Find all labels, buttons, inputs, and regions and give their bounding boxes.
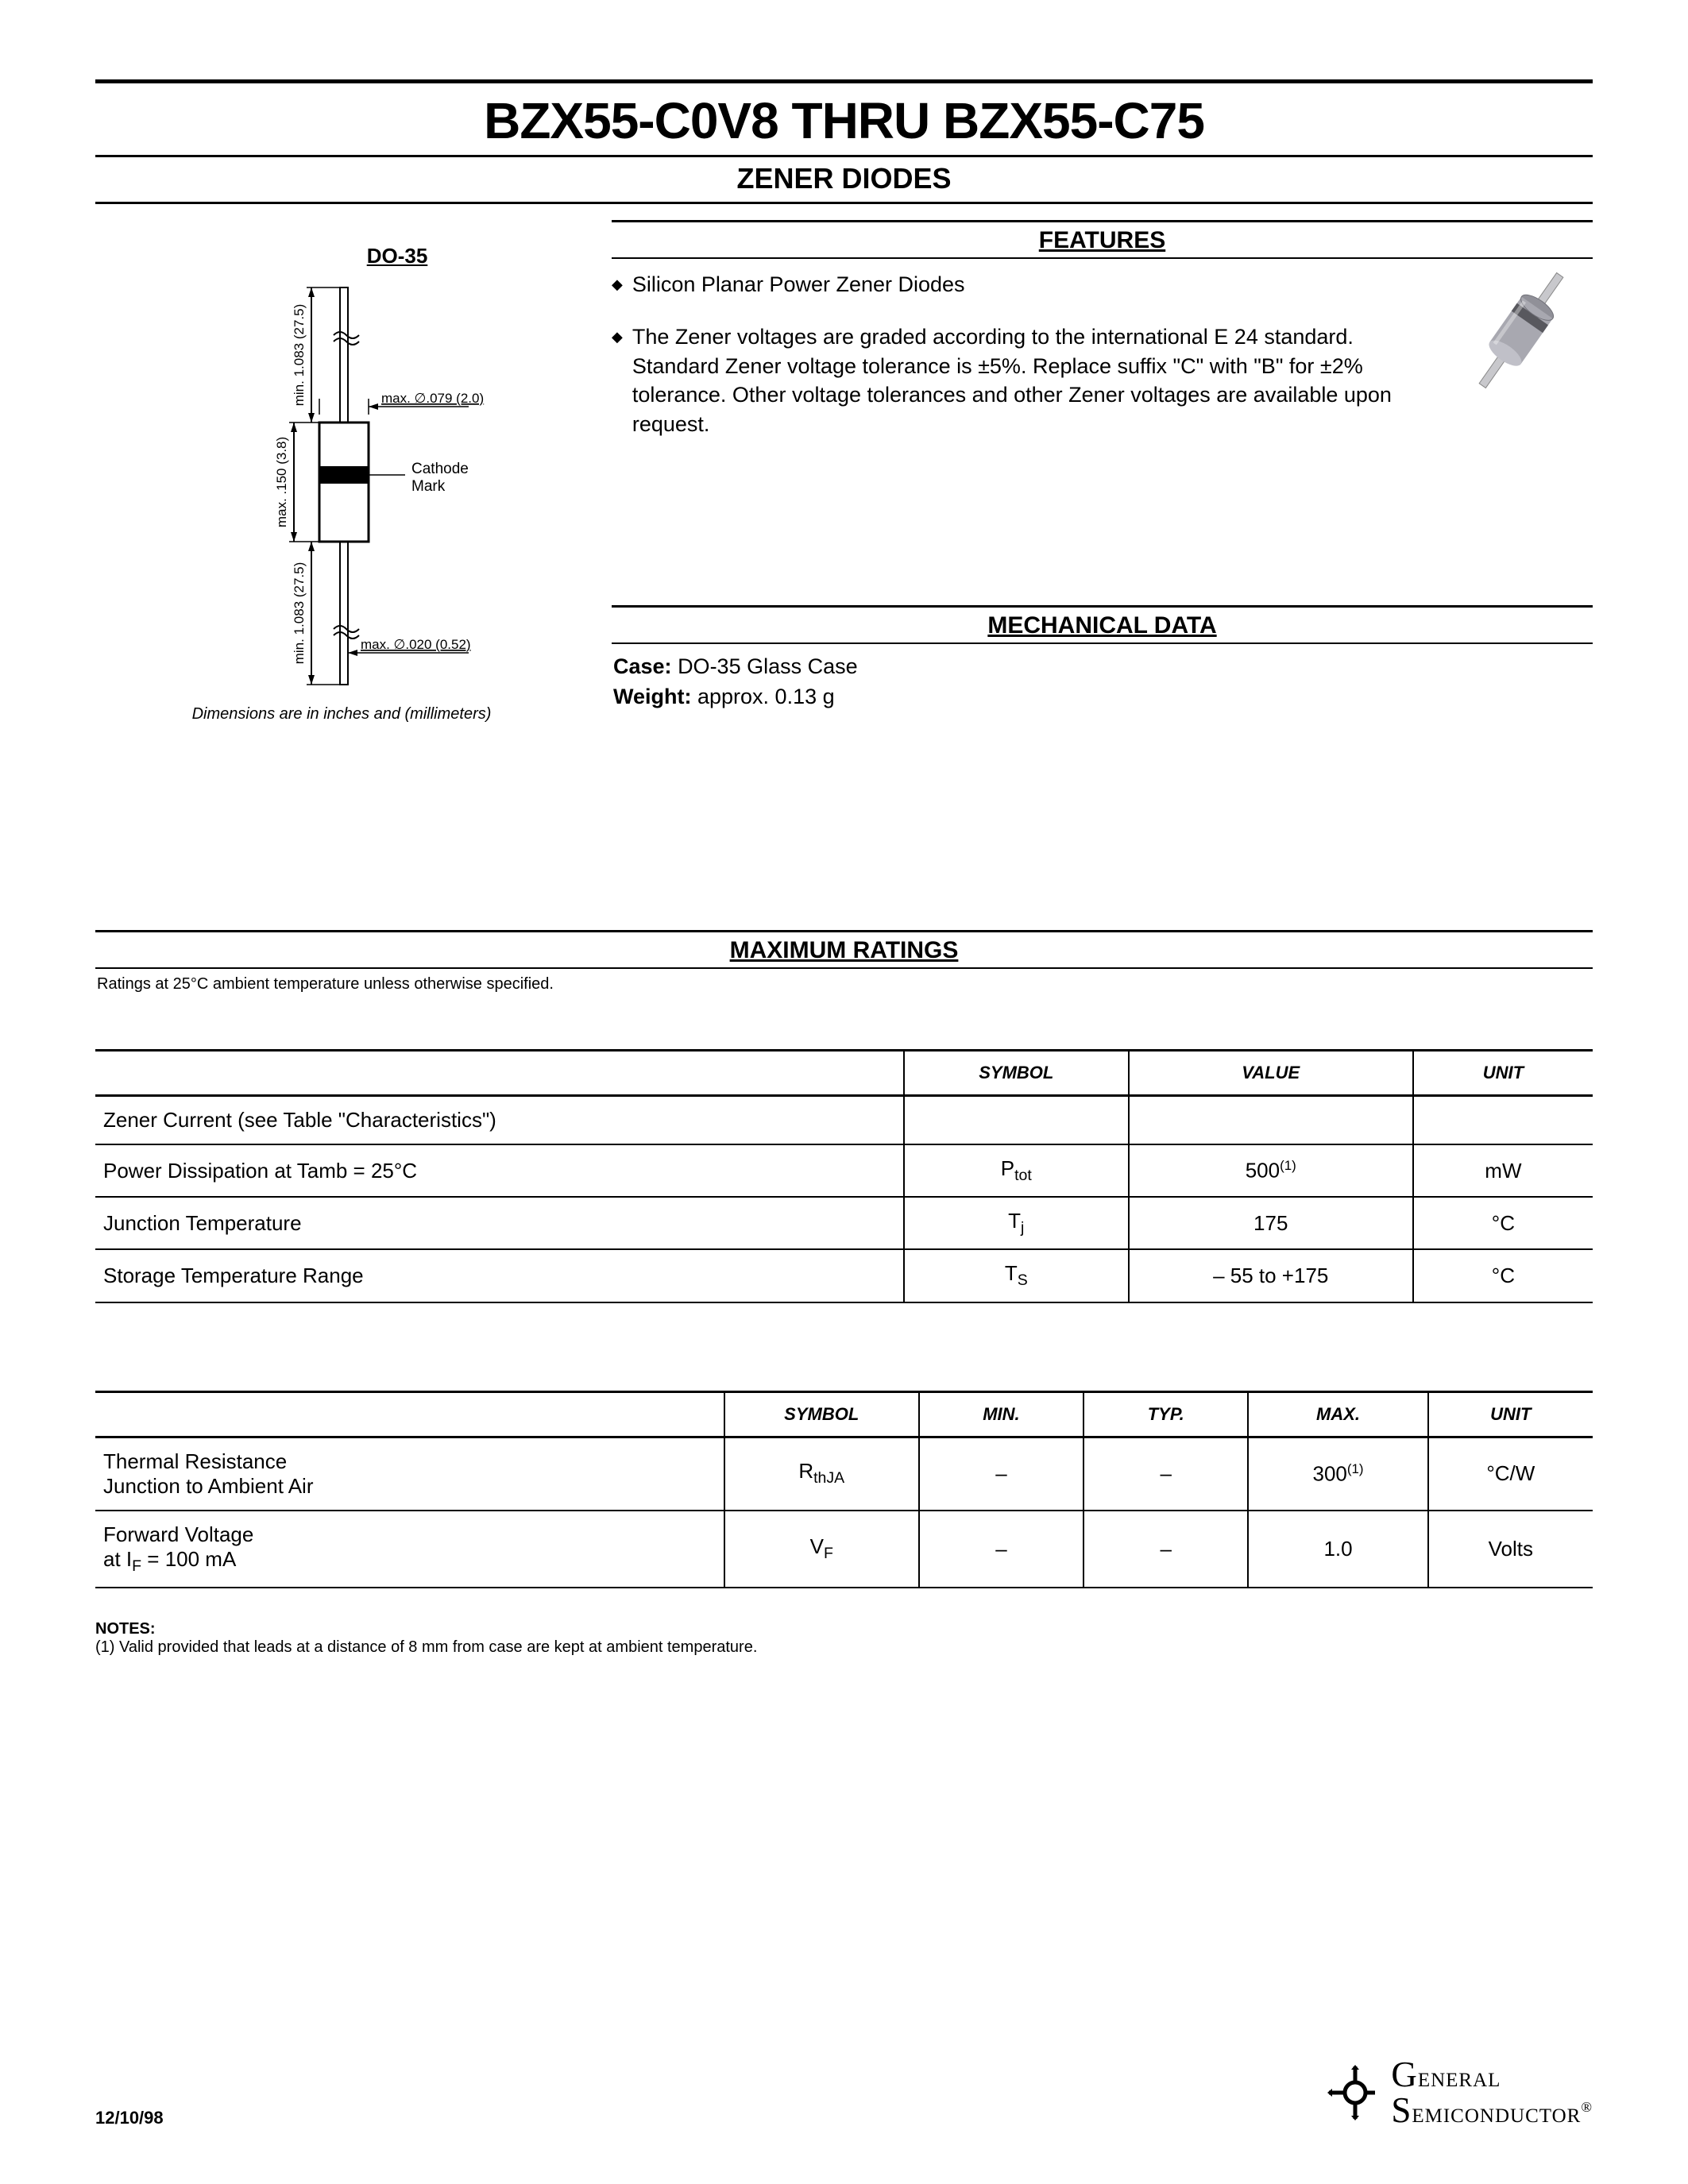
logo-icon [1327,2065,1383,2120]
col-value: VALUE [1129,1051,1413,1096]
cell-typ: – [1083,1437,1248,1511]
dim-body-len: max. .150 (3.8) [274,437,289,527]
cell-unit [1413,1096,1593,1145]
subtitle: ZENER DIODES [95,157,1593,202]
footer: 12/10/98 General Semiconductor® [95,2057,1593,2128]
bullet-icon: ◆ [612,275,623,299]
logo-text: General Semiconductor® [1391,2057,1593,2128]
cell-symbol: Ptot [904,1144,1129,1197]
cell-unit: °C [1413,1197,1593,1249]
table-row: Junction TemperatureTj175°C [95,1197,1593,1249]
cell-value: 500(1) [1129,1144,1413,1197]
cell-symbol: TS [904,1249,1129,1302]
weight-label: Weight: [613,685,691,708]
cell-value [1129,1096,1413,1145]
feature-text: Silicon Planar Power Zener Diodes [632,270,965,299]
rule-under-subtitle [95,202,1593,204]
ratings-note: Ratings at 25°C ambient temperature unle… [95,969,1593,994]
right-column: FEATURES ◆ Silicon Planar Power Zener Di… [612,220,1593,723]
cell-typ: – [1083,1511,1248,1588]
logo-line2: emiconductor [1412,2097,1581,2128]
cell-value: 175 [1129,1197,1413,1249]
dim-lead-bot: min. 1.083 (27.5) [292,562,307,665]
case-label: Case: [613,654,672,678]
footer-date: 12/10/98 [95,2108,164,2128]
cell-param: Junction Temperature [95,1197,904,1249]
cell-symbol: Tj [904,1197,1129,1249]
feature-item: ◆ The Zener voltages are graded accordin… [612,322,1434,438]
table-row: Forward Voltageat IF = 100 mAVF––1.0Volt… [95,1511,1593,1588]
feature-text: The Zener voltages are graded according … [632,322,1434,438]
cathode-mark-l1: Cathode [411,461,469,477]
company-logo: General Semiconductor® [1327,2057,1593,2128]
cell-param: Forward Voltageat IF = 100 mA [95,1511,724,1588]
cell-max: 300(1) [1248,1437,1427,1511]
features-heading: FEATURES [612,222,1593,257]
cell-symbol: VF [724,1511,919,1588]
notes-title: NOTES: [95,1620,1593,1638]
do35-column: DO-35 max. .150 (3.8) [95,220,588,723]
weight-value: approx. 0.13 g [697,685,835,708]
cell-value: – 55 to +175 [1129,1249,1413,1302]
cell-symbol: RthJA [724,1437,919,1511]
cell-min: – [919,1437,1083,1511]
cell-symbol [904,1096,1129,1145]
table-row: Storage Temperature RangeTS– 55 to +175°… [95,1249,1593,1302]
col-symbol: SYMBOL [904,1051,1129,1096]
cell-max: 1.0 [1248,1511,1427,1588]
logo-line1: eneral [1418,2061,1501,2093]
features-list: ◆ Silicon Planar Power Zener Diodes ◆ Th… [612,259,1434,462]
mech-heading: MECHANICAL DATA [612,608,1593,642]
dim-body-dia: max. ∅.079 (2.0) [381,391,484,406]
cathode-mark-l2: Mark [411,478,446,495]
dim-lead-top: min. 1.083 (27.5) [292,304,307,407]
col-max: MAX. [1248,1391,1427,1437]
case-value: DO-35 Glass Case [678,654,858,678]
dimensions-note: Dimensions are in inches and (millimeter… [95,705,588,723]
do35-label: DO-35 [95,244,588,268]
col-typ: TYP. [1083,1391,1248,1437]
notes-block: NOTES: (1) Valid provided that leads at … [95,1620,1593,1657]
mech-body: Case: DO-35 Glass Case Weight: approx. 0… [612,644,1593,712]
top-columns: DO-35 max. .150 (3.8) [95,220,1593,723]
col-unit: UNIT [1428,1391,1593,1437]
col-param [95,1051,904,1096]
col-symbol: SYMBOL [724,1391,919,1437]
table-header-row: SYMBOL VALUE UNIT [95,1051,1593,1096]
ratings-table-1: SYMBOL VALUE UNIT Zener Current (see Tab… [95,1049,1593,1303]
cell-unit: °C [1413,1249,1593,1302]
title-main: BZX55-C0V8 THRU BZX55-C75 [95,83,1593,155]
table-header-row: SYMBOL MIN. TYP. MAX. UNIT [95,1391,1593,1437]
feature-item: ◆ Silicon Planar Power Zener Diodes [612,270,1434,299]
cell-min: – [919,1511,1083,1588]
product-image [1450,259,1593,402]
cell-unit: Volts [1428,1511,1593,1588]
bullet-icon: ◆ [612,327,623,438]
cell-param: Thermal ResistanceJunction to Ambient Ai… [95,1437,724,1511]
table-row: Zener Current (see Table "Characteristic… [95,1096,1593,1145]
ratings-table-2: SYMBOL MIN. TYP. MAX. UNIT Thermal Resis… [95,1391,1593,1588]
do35-drawing: max. .150 (3.8) min. 1.083 (27.5) min. 1… [135,280,548,693]
cell-unit: °C/W [1428,1437,1593,1511]
col-unit: UNIT [1413,1051,1593,1096]
cell-param: Power Dissipation at Tamb = 25°C [95,1144,904,1197]
dim-lead-dia: max. ∅.020 (0.52) [361,637,471,652]
maxratings-heading: MAXIMUM RATINGS [95,932,1593,967]
table-row: Power Dissipation at Tamb = 25°CPtot500(… [95,1144,1593,1197]
cell-param: Zener Current (see Table "Characteristic… [95,1096,904,1145]
col-param [95,1391,724,1437]
col-min: MIN. [919,1391,1083,1437]
note-1: (1) Valid provided that leads at a dista… [95,1638,1593,1657]
cell-param: Storage Temperature Range [95,1249,904,1302]
table-row: Thermal ResistanceJunction to Ambient Ai… [95,1437,1593,1511]
cell-unit: mW [1413,1144,1593,1197]
max-ratings-block: MAXIMUM RATINGS Ratings at 25°C ambient … [95,930,1593,1657]
